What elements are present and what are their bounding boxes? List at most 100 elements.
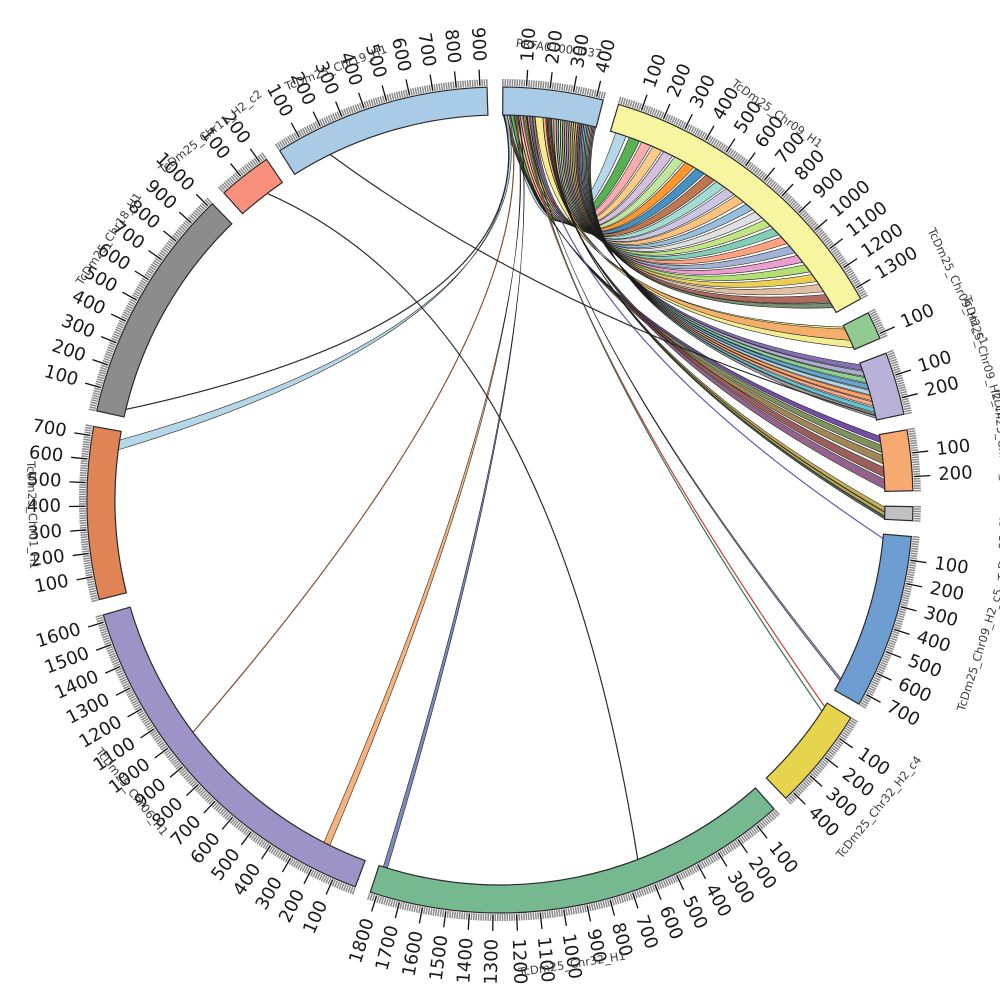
major-tick [122, 291, 137, 301]
major-tick [798, 200, 812, 213]
major-tick [303, 869, 312, 885]
tick-label: 300 [27, 521, 63, 544]
major-tick [418, 907, 424, 924]
link-line [125, 114, 510, 411]
major-tick [886, 651, 902, 659]
segment-band-TcDm25_Chr09_H2_c5 [833, 533, 913, 705]
segment-band-TcDm25_Chr18_H1 [96, 202, 233, 418]
major-tick [140, 728, 155, 739]
major-tick [539, 912, 543, 930]
major-tick [912, 450, 929, 454]
link-line [529, 116, 884, 539]
minor-ticks [502, 79, 606, 100]
major-tick [178, 211, 192, 224]
major-tick [221, 816, 233, 830]
segment-band-TcDm25_Chr09_H2_c3 [878, 429, 914, 493]
link-line [266, 192, 639, 860]
segment-band-TcDm25_Chr32_H2_c4 [765, 702, 852, 800]
major-tick [654, 884, 662, 901]
major-tick [74, 432, 91, 437]
segment-band-TcDm25_Chr01_H1 [86, 425, 128, 601]
major-tick [185, 784, 199, 797]
tick-label: 800 [440, 28, 465, 64]
tick-label: 100 [915, 347, 954, 377]
major-tick [230, 163, 242, 177]
major-tick [162, 230, 177, 242]
major-tick [756, 825, 768, 839]
major-tick [525, 69, 529, 86]
major-tick [914, 474, 931, 478]
major-tick [312, 111, 321, 127]
segment-band-TcDm25_Chr09_H2_c1 [842, 312, 881, 351]
tick-label: 1300 [481, 939, 503, 985]
tick-label: 100 [898, 300, 938, 333]
major-tick [260, 845, 271, 860]
major-tick [84, 382, 101, 389]
major-tick [879, 326, 895, 334]
major-tick [335, 101, 343, 117]
tick-label: 500 [27, 469, 62, 491]
minor-ticks [886, 349, 912, 415]
segment-label: TcDm25_Chr09_H2_c4 [995, 453, 1000, 582]
segment-band-TcDm25_Chr32_H1 [369, 787, 775, 914]
major-tick [148, 249, 162, 261]
major-tick [325, 879, 334, 895]
minor-ticks [907, 427, 921, 492]
major-tick [632, 892, 639, 909]
major-tick [516, 914, 519, 931]
major-tick [809, 775, 823, 787]
major-tick [662, 103, 671, 119]
link-ribbon [382, 115, 525, 869]
major-tick [169, 766, 183, 778]
major-tick [127, 708, 142, 718]
major-tick [705, 125, 715, 141]
segment-band-PRFA01000037 [502, 86, 604, 128]
major-tick [478, 69, 481, 86]
major-tick [467, 913, 470, 930]
tick-label: 200 [29, 546, 66, 571]
tick-label: 600 [387, 36, 415, 74]
major-tick [203, 801, 216, 814]
major-tick [115, 687, 131, 696]
tick-label: 1200 [508, 938, 531, 985]
segment-band-TcDm25_Chr09_H2_c2 [859, 352, 905, 421]
major-tick [609, 899, 616, 916]
tick-label: 1100 [533, 936, 558, 984]
major-tick [676, 875, 685, 891]
major-tick [95, 644, 112, 651]
major-tick [394, 902, 400, 919]
segment-band-TcDm25_Chr09_H1 [609, 103, 862, 314]
major-tick [894, 628, 910, 636]
tick-label: 100 [517, 27, 540, 63]
tick-label: 100 [935, 435, 972, 460]
major-tick [381, 85, 388, 101]
major-tick [902, 393, 918, 399]
tick-label: 400 [26, 496, 61, 518]
major-tick [92, 359, 108, 366]
major-tick [154, 747, 168, 759]
tick-label: 200 [923, 373, 961, 402]
link-line [192, 114, 515, 733]
segment-label: TcDm25_Chr01_H1 [24, 460, 41, 570]
tick-label: 700 [413, 31, 439, 68]
major-tick [69, 481, 86, 484]
tick-label: 200 [928, 578, 966, 605]
tick-label: 1500 [426, 934, 453, 982]
major-tick [87, 621, 104, 628]
tick-label: 700 [631, 912, 662, 951]
major-tick [640, 94, 648, 111]
major-tick [195, 193, 208, 207]
major-tick [358, 92, 365, 109]
major-tick [843, 258, 858, 269]
major-tick [134, 270, 149, 281]
major-tick [684, 113, 693, 129]
major-tick [405, 79, 411, 96]
major-tick [549, 72, 553, 89]
major-tick [586, 905, 592, 922]
major-tick [814, 218, 828, 231]
link-line [521, 115, 826, 708]
major-tick [110, 313, 126, 322]
major-tick [906, 583, 923, 588]
